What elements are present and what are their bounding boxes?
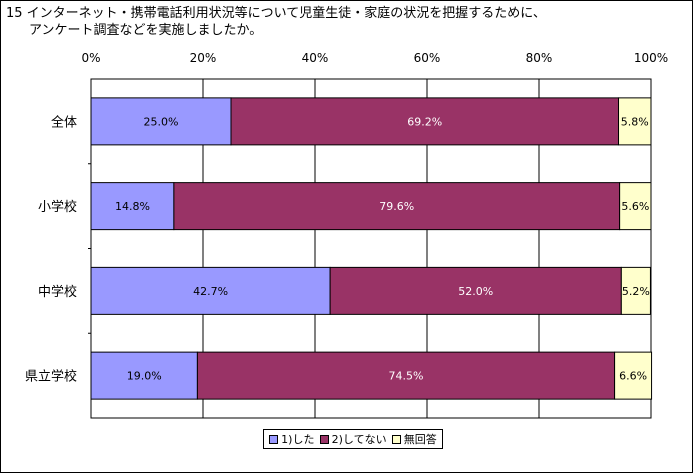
x-tick-label: 40% [302, 51, 329, 65]
x-tick-label: 0% [81, 51, 100, 65]
data-label: 79.6% [379, 200, 414, 213]
bar-segment [614, 351, 653, 400]
data-label: 69.2% [407, 115, 442, 128]
x-tick-label: 20% [190, 51, 217, 65]
data-label: 19.0% [127, 370, 162, 383]
chart-title: 15 インターネット・携帯電話利用状況等について児童生徒・家庭の状況を把握するた… [6, 5, 546, 39]
data-label: 14.8% [115, 200, 150, 213]
bar-segment [230, 97, 620, 146]
x-tick-label: 80% [526, 51, 553, 65]
bar-segment [619, 182, 652, 231]
legend-label-did: 1)した [281, 433, 315, 446]
category-label: 全体 [51, 114, 77, 130]
data-label: 74.5% [389, 370, 424, 383]
data-label: 5.8% [621, 115, 649, 128]
chart-title-line-1: 15 インターネット・携帯電話利用状況等について児童生徒・家庭の状況を把握するた… [6, 6, 546, 21]
legend-item-did: 1)した [269, 431, 314, 447]
legend-swatch-did [269, 434, 279, 444]
legend-label-no-answer: 無回答 [403, 433, 437, 446]
legend: 1)した 2)してない 無回答 [263, 429, 443, 449]
legend-swatch-did-not [319, 434, 329, 444]
legend-swatch-no-answer [391, 434, 401, 444]
bar-segment [620, 266, 651, 315]
bar-segment [90, 97, 232, 146]
bar-segment [90, 351, 198, 400]
data-label: 52.0% [458, 285, 493, 298]
data-label: 42.7% [193, 285, 228, 298]
data-label: 6.6% [619, 370, 647, 383]
legend-item-no-answer: 無回答 [391, 431, 437, 447]
data-label: 5.2% [622, 285, 650, 298]
category-label: 県立学校 [25, 369, 77, 385]
bar-segment [90, 266, 331, 315]
data-label: 5.6% [621, 200, 649, 213]
bar-segment [329, 266, 622, 315]
x-tick-label: 60% [414, 51, 441, 65]
x-tick-label: 100% [634, 51, 668, 65]
data-label: 25.0% [144, 115, 179, 128]
legend-item-did-not: 2)してない [319, 431, 387, 447]
category-label: 中学校 [38, 284, 77, 300]
chart-title-line-2: アンケート調査などを実施しましたか。 [29, 23, 263, 38]
bar-segment [90, 182, 175, 231]
bar-segment [618, 97, 652, 146]
legend-label-did-not: 2)してない [331, 433, 387, 446]
bar-segment [196, 351, 616, 400]
category-label: 小学校 [38, 199, 77, 215]
